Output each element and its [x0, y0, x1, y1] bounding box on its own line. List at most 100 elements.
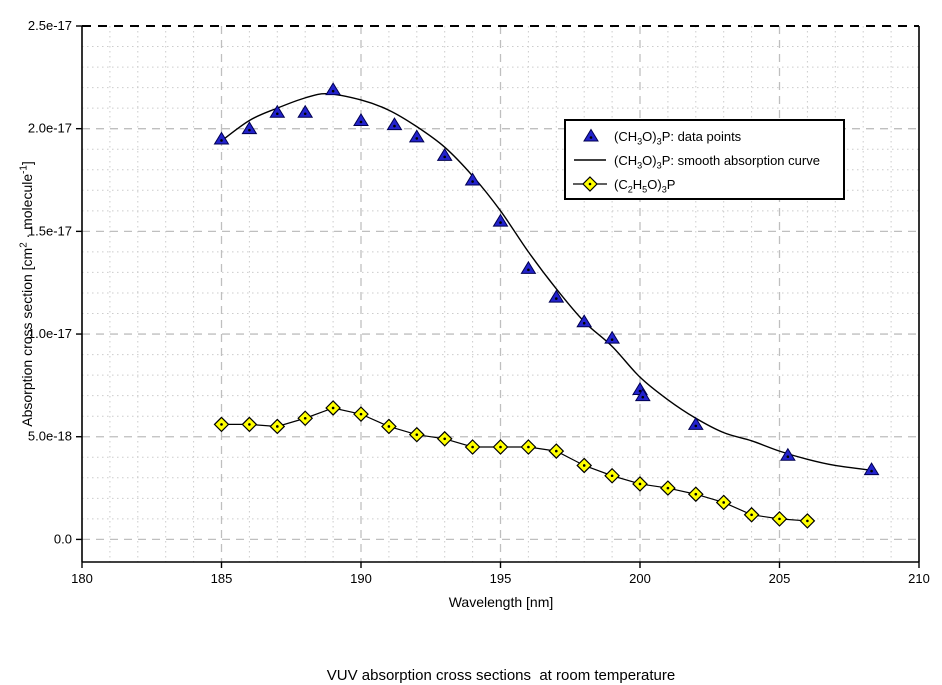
diamond-center-dot — [443, 437, 447, 441]
triangle-point — [863, 462, 880, 476]
legend: (CH3O)3P: data points (CH3O)3P: smooth a… — [564, 119, 845, 200]
triethylphosphite-line — [221, 407, 808, 522]
diamond-center-dot — [303, 416, 307, 420]
x-axis-title: Wavelength [nm] — [448, 594, 554, 610]
triangle-center-dot — [393, 124, 396, 128]
axis-ticks — [76, 25, 920, 568]
series-smooth-curve — [218, 93, 875, 472]
triangle-center-dot — [555, 297, 558, 300]
diamond-center-dot — [666, 486, 670, 490]
triangle-center-dot — [499, 221, 502, 224]
triangle-center-dot — [638, 389, 642, 393]
triangle-center-dot — [527, 268, 530, 272]
x-tick-label: 185 — [211, 571, 233, 586]
triangle-point — [353, 113, 369, 126]
y-tick-label: 1.0e-17 — [28, 326, 72, 341]
diamond-center-dot — [331, 406, 335, 410]
diamond-center-dot — [555, 449, 558, 453]
y-tick-label: 2.0e-17 — [28, 121, 72, 136]
axis-tick-labels: 180 185 190 195 200 205 210 0.0 5.0e-18 1.0e-17 1.… — [28, 18, 930, 586]
line-diamond-marker-icon — [573, 176, 607, 192]
triangle-point — [464, 172, 481, 186]
diamond-center-dot — [778, 517, 781, 521]
diamond-center-dot — [415, 433, 419, 436]
triangle-center-dot — [443, 155, 447, 159]
diamond-center-dot — [694, 492, 698, 496]
triangle-center-dot — [582, 321, 586, 325]
x-tick-label: 210 — [908, 571, 930, 586]
triangle-marker-icon — [583, 128, 599, 142]
line-marker-icon — [574, 159, 606, 161]
legend-label: (CH3O)3P: data points — [614, 128, 742, 147]
triangle-center-dot — [248, 128, 251, 132]
triangle-point — [687, 416, 704, 430]
x-tick-label: 200 — [629, 571, 651, 586]
y-tick-label: 5.0e-18 — [28, 429, 72, 444]
triangle-center-dot — [359, 120, 363, 124]
triangle-point — [779, 447, 796, 461]
triangle-point — [297, 104, 314, 118]
diamond-center-dot — [610, 474, 614, 478]
triangle-point — [492, 213, 509, 227]
y-axis-title: Absorption cross section [cm2 · molecule… — [18, 161, 35, 427]
legend-label: (C2H5O)3P — [614, 176, 676, 195]
triangle-point — [634, 388, 651, 402]
triangle-center-dot — [303, 112, 307, 116]
diamond-center-dot — [588, 182, 592, 186]
triangle-center-dot — [694, 424, 698, 428]
legend-item-triethylphosphite: (C2H5O)3P — [566, 173, 843, 195]
figure-caption: VUV absorption cross sections at room te… — [41, 621, 942, 685]
triangle-point — [520, 260, 537, 274]
legend-item-data-points: (CH3O)3P: data points — [566, 125, 843, 147]
triangle-center-dot — [471, 180, 474, 183]
diamond-center-dot — [359, 412, 363, 416]
triangle-center-dot — [589, 136, 593, 139]
x-tick-label: 195 — [490, 571, 512, 586]
y-tick-label: 2.5e-17 — [28, 18, 72, 33]
triangle-point — [213, 131, 230, 145]
triangle-point — [386, 117, 403, 131]
triangle-center-dot — [870, 469, 873, 473]
diamond-center-dot — [638, 482, 642, 486]
triangle-point — [241, 121, 258, 135]
x-tick-label: 190 — [350, 571, 372, 586]
y-tick-label: 0.0 — [54, 531, 72, 546]
x-tick-label: 180 — [71, 571, 93, 586]
triangle-point — [583, 128, 599, 142]
diamond-center-dot — [276, 425, 279, 428]
diamond-center-dot — [722, 501, 725, 504]
triangle-point — [576, 314, 593, 328]
triangle-point — [548, 289, 565, 303]
diamond-center-dot — [220, 423, 223, 426]
legend-label: (CH3O)3P: smooth absorption curve — [614, 152, 820, 171]
triangle-center-dot — [415, 137, 419, 140]
triangle-point — [269, 104, 286, 118]
triangle-center-dot — [220, 139, 223, 142]
y-tick-label: 1.5e-17 — [28, 223, 72, 238]
diamond-center-dot — [471, 445, 474, 449]
diamond-center-dot — [387, 425, 391, 428]
grid-major — [82, 26, 919, 562]
legend-item-smooth-curve: (CH3O)3P: smooth absorption curve — [566, 149, 843, 171]
diamond-center-dot — [527, 445, 530, 449]
series-triethylphosphite — [213, 400, 816, 529]
triangle-point — [325, 82, 341, 96]
caption-line-1: VUV absorption cross sections at room te… — [326, 667, 676, 684]
series-trimethylphosphite-points — [213, 82, 880, 476]
triangle-center-dot — [786, 455, 790, 459]
triangle-point — [604, 330, 620, 344]
diamond-center-dot — [499, 445, 502, 449]
triangle-point — [436, 147, 453, 161]
triangle-center-dot — [641, 395, 645, 399]
triangle-center-dot — [276, 112, 279, 116]
triangle-center-dot — [331, 89, 335, 93]
diamond-center-dot — [806, 519, 809, 523]
diamond-center-dot — [582, 464, 586, 467]
triangle-center-dot — [610, 338, 614, 341]
diamond-center-dot — [248, 423, 251, 426]
diamond-center-dot — [750, 513, 753, 517]
x-tick-label: 205 — [769, 571, 791, 586]
smooth-absorption-curve — [218, 93, 875, 472]
